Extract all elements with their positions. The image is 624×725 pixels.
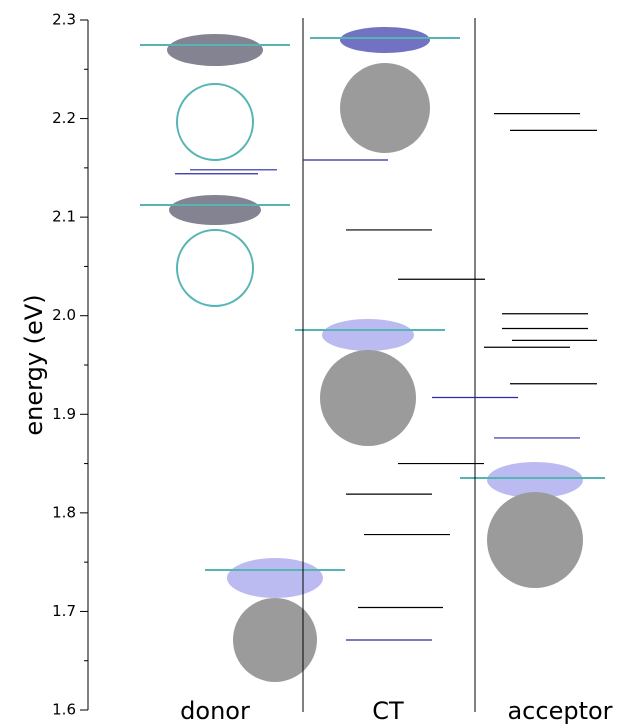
y-tick-label: 1.6 — [52, 701, 76, 719]
column-label: CT — [372, 697, 404, 725]
y-tick-label: 1.7 — [52, 602, 76, 620]
y-tick-label: 2.3 — [52, 11, 76, 29]
y-axis-label: energy (eV) — [20, 294, 48, 435]
molecule-ct-mid — [295, 319, 445, 446]
y-tick-label: 2.0 — [52, 306, 76, 324]
molecule-ct-top — [310, 27, 460, 153]
chart: energy (eV) 1.6 1.7 1.8 1.9 2.0 2.1 2.2 2.3 dono… — [0, 0, 624, 725]
column-label: donor — [180, 697, 250, 725]
molecule-acceptor — [460, 462, 605, 588]
y-tick-label: 1.9 — [52, 405, 76, 423]
y-tick-label: 2.2 — [52, 109, 76, 127]
molecule-donor-mid — [140, 195, 290, 306]
molecule-donor-bottom — [205, 558, 345, 682]
column-label: acceptor — [507, 697, 612, 725]
molecule-donor-top — [140, 34, 290, 160]
y-tick-label: 1.8 — [52, 503, 76, 521]
y-tick-label: 2.1 — [52, 208, 76, 226]
page: {"chart_data": {"type": "energy-level", … — [0, 0, 624, 725]
molecules — [140, 27, 605, 682]
